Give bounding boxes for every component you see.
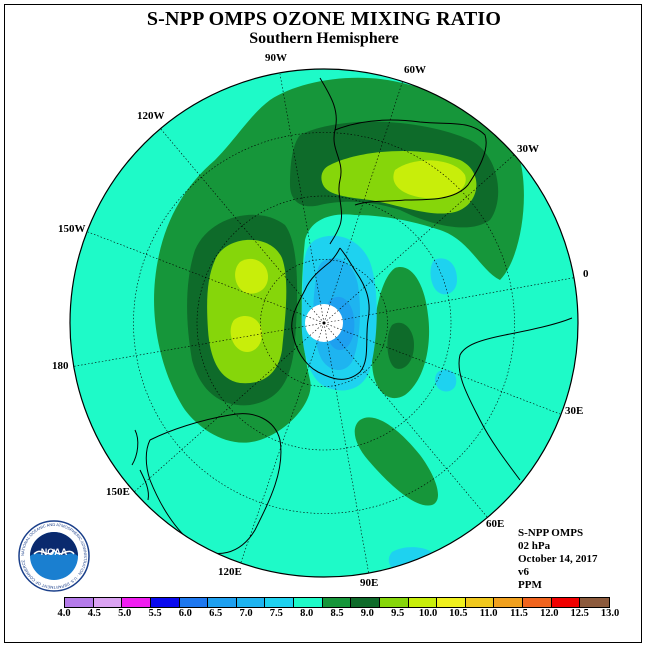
noaa-logo: NOAA NATIONAL OCEANIC AND ATMOSPHERIC AD… (18, 520, 90, 592)
field-7.0-7.5-east-b (435, 369, 457, 392)
colorbar-segment (580, 598, 609, 607)
colorbar-segment (379, 598, 409, 607)
colorbar-segment (65, 598, 94, 607)
lon-label-0: 0 (583, 268, 589, 280)
colorbar-tick-label: 6.0 (178, 608, 192, 619)
colorbar-tick-label: 12.0 (540, 608, 559, 619)
field-9.5-10.0-west-b (230, 316, 263, 352)
map-subtitle: Southern Hemisphere (249, 30, 399, 47)
info-instrument: S-NPP OMPS (518, 527, 584, 539)
field-8.5-9.0-east (387, 322, 414, 369)
colorbar-tick-label: 5.5 (148, 608, 162, 619)
lon-label-120e: 120E (218, 566, 242, 578)
colorbar-segment (523, 598, 552, 607)
colorbar (64, 597, 610, 608)
lon-label-90e: 90E (360, 577, 379, 589)
colorbar-segment (93, 598, 123, 607)
colorbar-tick-label: 13.0 (600, 608, 620, 619)
colorbar-tick-label: 10.5 (449, 608, 468, 619)
coast-south-america (319, 77, 487, 245)
map-title: S-NPP OMPS OZONE MIXING RATIO (146, 8, 502, 30)
plot-frame (4, 4, 642, 643)
lon-label-150w: 150W (58, 223, 86, 235)
coast-africa (458, 317, 573, 481)
colorbar-tick-label: 5.0 (118, 608, 132, 619)
coast-antarctica (291, 247, 370, 380)
colorbar-segment (551, 598, 581, 607)
info-level: 02 hPa (518, 540, 551, 552)
colorbar-tick-label: 6.5 (209, 608, 223, 619)
coastlines (131, 77, 573, 554)
colorbar-segment (322, 598, 352, 607)
field-8.0-8.5-south (354, 417, 439, 506)
colorbar-ticks: 4.0 4.5 5.0 5.5 6.0 6.5 7.0 7.5 8.0 8.5 9.0 9.5 10.0… (57, 608, 619, 622)
info-block: S-NPP OMPS 02 hPa October 14, 2017 v6 PP… (518, 527, 598, 592)
field-9.5-10.0-north (393, 160, 466, 199)
lon-label-90w: 90W (265, 52, 287, 64)
lon-label-60w: 60W (404, 64, 426, 76)
info-version: v6 (518, 566, 529, 578)
colorbar-tick-label: 7.0 (239, 608, 253, 619)
map-boundary (69, 68, 579, 578)
colorbar-tick-label: 7.5 (269, 608, 283, 619)
colorbar-segment (437, 598, 466, 607)
noaa-logo-text: NOAA (41, 547, 68, 557)
colorbar-tick-label: 12.5 (570, 608, 589, 619)
colorbar-segment (150, 598, 180, 607)
ozone-field (70, 69, 578, 577)
colorbar-segment (351, 598, 380, 607)
info-date: October 14, 2017 (518, 553, 598, 565)
field-7.0-7.5-east-a (430, 258, 457, 295)
colorbar-segment (465, 598, 495, 607)
colorbar-segment (122, 598, 151, 607)
info-units: PPM (518, 579, 542, 591)
colorbar-tick-label: 8.0 (300, 608, 314, 619)
colorbar-segment (179, 598, 209, 607)
colorbar-tick-label: 10.0 (418, 608, 438, 619)
colorbar-tick-label: 8.5 (330, 608, 344, 619)
coast-australia (145, 413, 282, 554)
colorbar-tick-label: 4.5 (87, 608, 101, 619)
lon-label-150e: 150E (106, 486, 130, 498)
colorbar-segment (236, 598, 266, 607)
colorbar-tick-label: 9.0 (360, 608, 374, 619)
lon-label-30e: 30E (565, 405, 584, 417)
graticule (70, 73, 578, 576)
lon-label-60e: 60E (486, 518, 505, 530)
colorbar-tick-label: 11.5 (510, 608, 528, 619)
coast-new-zealand (131, 429, 149, 501)
colorbar-segment (208, 598, 237, 607)
field-7.0-7.5-south (388, 547, 436, 573)
colorbar-tick-label: 11.0 (479, 608, 498, 619)
colorbar-segment (494, 598, 523, 607)
colorbar-tick-label: 9.5 (391, 608, 405, 619)
colorbar-segment (265, 598, 294, 607)
colorbar-segment (294, 598, 323, 607)
colorbar-tick-label: 4.0 (57, 608, 71, 619)
south-pole-marker (322, 321, 326, 325)
lon-label-30w: 30W (517, 143, 539, 155)
lon-label-180: 180 (52, 360, 69, 372)
field-9.5-10.0-west-a (235, 258, 268, 294)
colorbar-segment (408, 598, 438, 607)
lon-label-120w: 120W (137, 110, 165, 122)
